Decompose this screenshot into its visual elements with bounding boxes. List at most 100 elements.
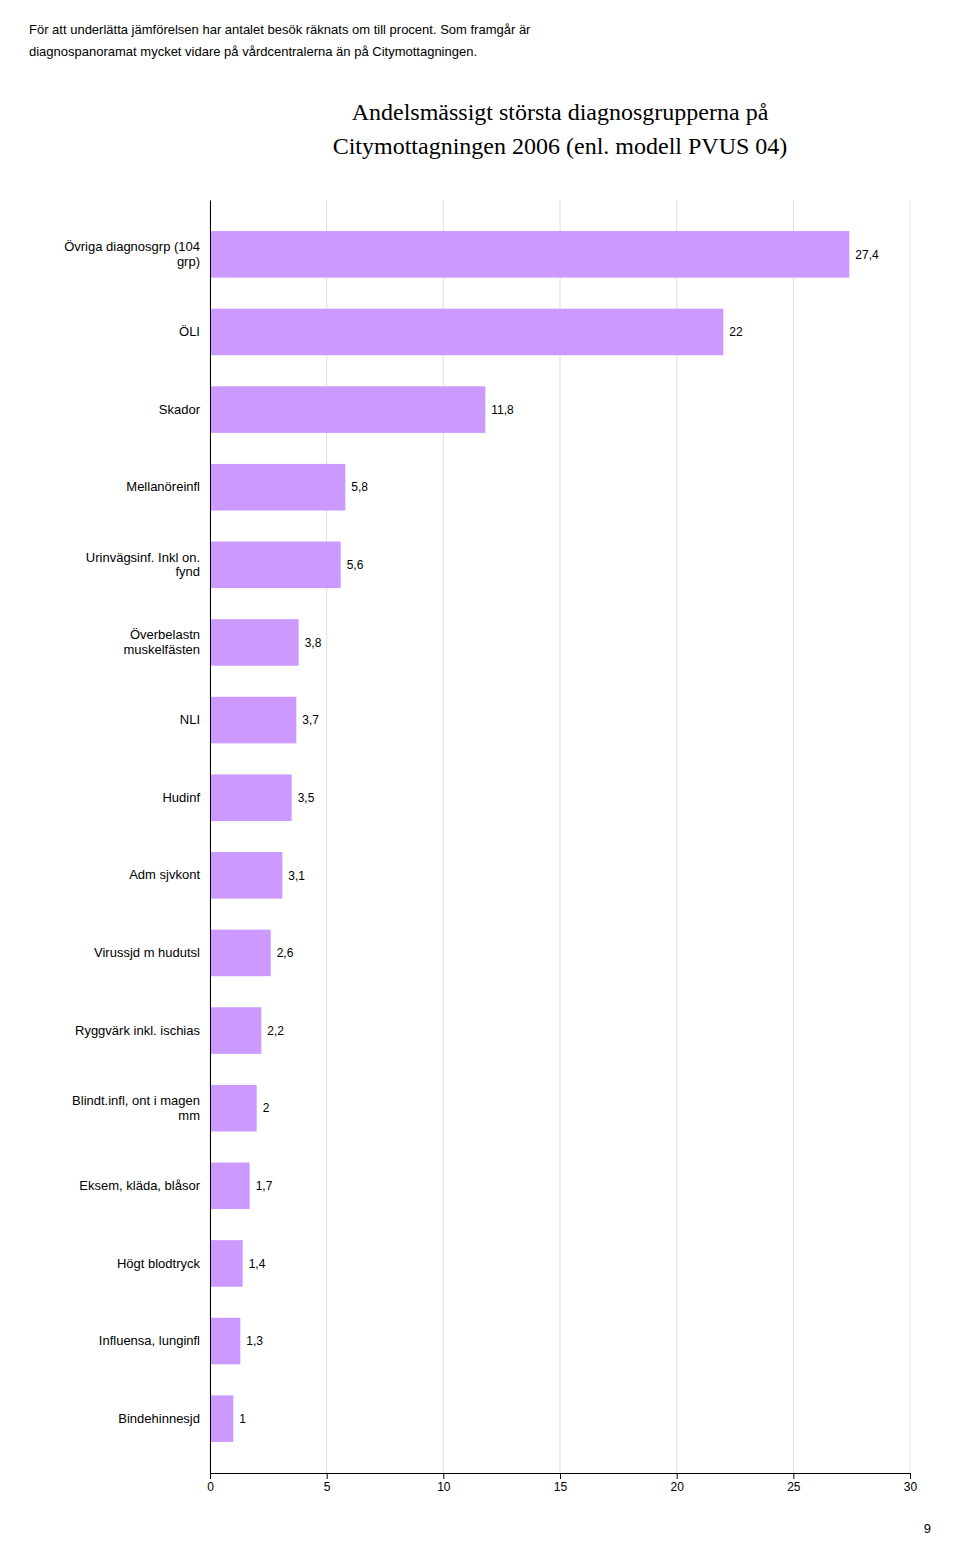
bar: [210, 1395, 233, 1442]
data-label: 5,6: [347, 558, 364, 572]
y-tick-label: Adm sjvkont: [129, 867, 200, 882]
plot: 0 5 10 15 20 25 30 Övriga diagnosgrp (104grp) ÖL…: [64, 200, 917, 1494]
y-tick-label: Överbelastnmuskelfästen: [123, 627, 200, 657]
title-line: Andelsmässigt största diagnosgrupperna p…: [352, 99, 769, 125]
page-number: 9: [924, 1521, 931, 1536]
bar: [210, 1240, 243, 1287]
title-line: Citymottagningen 2006 (enl. modell PVUS …: [333, 133, 788, 159]
annotations: För att underlätta jämförelsen har antal…: [29, 22, 931, 1536]
y-tick-label: Eksem, kläda, blåsor: [79, 1178, 200, 1193]
data-label: 11,8: [491, 403, 514, 417]
data-label: 3,1: [288, 869, 305, 883]
y-tick-label-line: Blindt.infl, ont i magen: [72, 1093, 200, 1108]
bars: [210, 231, 849, 1442]
data-label: 1,3: [246, 1334, 263, 1348]
bar: [210, 1085, 257, 1132]
y-tick: Överbelastnmuskelfästen: [123, 627, 210, 657]
header-text: diagnospanoramat mycket vidare på vårdce…: [29, 44, 477, 59]
x-tick-mark: [210, 1473, 211, 1479]
y-tick: NLI: [180, 712, 210, 727]
bar: [210, 930, 271, 977]
x-tick: 20: [670, 1473, 684, 1494]
x-tick: 0: [207, 1473, 214, 1494]
bar: [210, 464, 345, 511]
y-tick-label-line: muskelfästen: [123, 642, 200, 657]
data-label: 22: [729, 325, 743, 339]
x-tick-label: 0: [207, 1480, 214, 1494]
x-tick-label: 20: [670, 1480, 684, 1494]
grid-line: [676, 200, 677, 1473]
bar: [210, 231, 849, 278]
y-tick-label: Hudinf: [162, 790, 200, 805]
x-tick-mark: [910, 1473, 911, 1479]
y-tick-label: Ryggvärk inkl. ischias: [75, 1023, 200, 1038]
data-label: 2,2: [267, 1024, 284, 1038]
y-tick-label: NLI: [180, 712, 200, 727]
y-tick-label: Skador: [159, 402, 201, 417]
data-label: 2,6: [277, 946, 294, 960]
x-tick-mark: [443, 1473, 444, 1479]
y-axis-line: [210, 201, 211, 1474]
x-tick-label: 15: [554, 1480, 568, 1494]
data-label: 27,4: [855, 248, 879, 262]
y-tick-label: ÖLI: [179, 324, 200, 339]
y-tick-label: Blindt.infl, ont i magenmm: [72, 1093, 200, 1123]
y-tick-label: Influensa, lunginfl: [99, 1333, 200, 1348]
y-tick-label: Virussjd m hudutsl: [94, 945, 200, 960]
y-tick: Eksem, kläda, blåsor: [79, 1178, 210, 1193]
bar: [210, 697, 296, 744]
data-label: 3,8: [305, 636, 322, 650]
bar: [210, 1007, 261, 1054]
data-label: 3,7: [302, 713, 319, 727]
y-tick-label-line: Övriga diagnosgrp (104: [64, 239, 200, 254]
x-tick: 5: [324, 1473, 331, 1494]
y-tick-label-line: mm: [178, 1108, 200, 1123]
grid: [210, 200, 910, 1473]
y-tick-label-line: Urinvägsinf. Inkl on.: [86, 550, 200, 565]
y-tick: Virussjd m hudutsl: [94, 945, 210, 960]
y-tick: Mellanöreinfl: [126, 479, 210, 494]
y-tick-label-line: fynd: [175, 564, 200, 579]
data-label: 5,8: [351, 480, 368, 494]
data-label: 1,7: [256, 1179, 273, 1193]
x-tick-mark: [793, 1473, 794, 1479]
y-tick: Skador: [159, 402, 210, 417]
y-tick: Hudinf: [162, 790, 210, 805]
bar: [210, 1318, 240, 1365]
bar: [210, 309, 723, 356]
data-label: 1: [239, 1412, 246, 1426]
y-tick: Urinvägsinf. Inkl on.fynd: [86, 550, 210, 580]
data-label: 3,5: [298, 791, 315, 805]
y-tick: Influensa, lunginfl: [99, 1333, 210, 1348]
y-tick-label: Högt blodtryck: [117, 1256, 201, 1271]
data-label: 2: [263, 1101, 270, 1115]
x-tick-label: 25: [787, 1480, 801, 1494]
x-tick-mark: [677, 1473, 678, 1479]
x-tick-label: 5: [324, 1480, 331, 1494]
x-tick: 15: [554, 1473, 568, 1494]
data-labels: 27,4 22 11,8 5,8 5,6 3,8 3,7 3,5 3,1 2,6 2,2 2 1,7 1,…: [239, 248, 879, 1426]
y-tick-label-line: grp): [177, 254, 200, 269]
y-tick: Bindehinnesjd: [118, 1411, 210, 1426]
x-tick-mark: [327, 1473, 328, 1479]
y-tick-label: Urinvägsinf. Inkl on.fynd: [86, 550, 200, 580]
bar: [210, 774, 292, 821]
y-tick-label: Mellanöreinfl: [126, 479, 200, 494]
x-axis: 0 5 10 15 20 25 30: [207, 1473, 917, 1494]
x-tick-label: 10: [437, 1480, 451, 1494]
x-tick: 30: [904, 1473, 918, 1494]
bar: [210, 619, 299, 666]
grid-line: [560, 200, 561, 1473]
x-tick-mark: [560, 1473, 561, 1479]
chart: För att underlätta jämförelsen har antal…: [0, 0, 960, 1543]
y-tick: Adm sjvkont: [129, 867, 210, 882]
bar: [210, 852, 282, 899]
y-tick-label-line: Överbelastn: [130, 627, 200, 642]
grid-line: [793, 200, 794, 1473]
y-tick-label: Bindehinnesjd: [118, 1411, 200, 1426]
y-tick-label: Övriga diagnosgrp (104grp): [64, 239, 200, 269]
y-axis: Övriga diagnosgrp (104grp) ÖLI Skador Mella…: [64, 201, 210, 1474]
x-axis-line: [211, 1474, 911, 1480]
x-tick: 10: [437, 1473, 451, 1494]
grid-line: [210, 200, 211, 1473]
